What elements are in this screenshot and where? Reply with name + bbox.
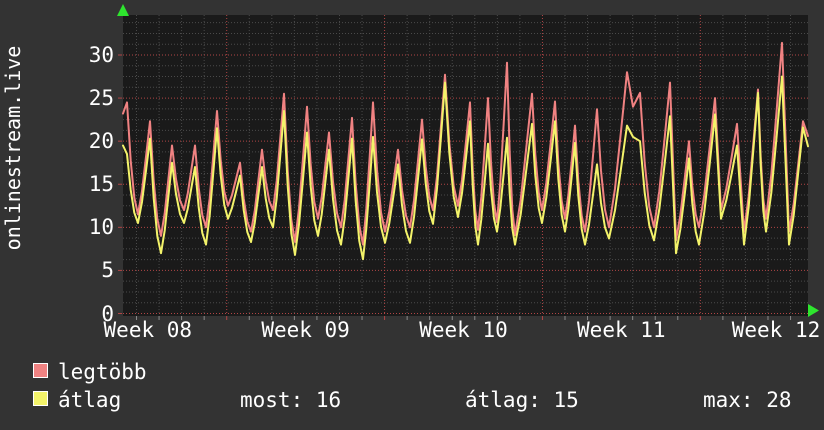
series-line-atlag — [122, 75, 809, 261]
x-tick-label: Week 12 — [731, 318, 821, 342]
legend-label-legtobb: legtöbb — [58, 360, 147, 384]
x-tick-label: Week 09 — [261, 318, 350, 342]
x-tick-label: Week 08 — [103, 318, 193, 342]
y-tick-label: 5 — [101, 258, 114, 283]
stat-max: max: 28 — [703, 388, 792, 412]
legend-swatch-atlag — [33, 391, 48, 406]
x-tick-label: Week 10 — [419, 318, 508, 342]
x-axis-arrow-icon — [808, 304, 819, 317]
x-tick-label: Week 11 — [577, 318, 666, 342]
y-tick-label: 20 — [88, 129, 114, 154]
y-tick-label: 15 — [88, 172, 114, 197]
y-tick-label: 0 — [101, 301, 114, 326]
stat-most: most: 16 — [240, 388, 342, 412]
y-tick-label: 10 — [88, 215, 114, 240]
y-axis-arrow-icon — [117, 4, 129, 16]
legend-swatch-legtobb — [33, 363, 48, 378]
y-tick-label: 25 — [88, 86, 114, 111]
y-tick-label: 30 — [88, 42, 114, 67]
legend-label-atlag: átlag — [58, 388, 122, 412]
stat-atlag: átlag: 15 — [465, 388, 579, 412]
